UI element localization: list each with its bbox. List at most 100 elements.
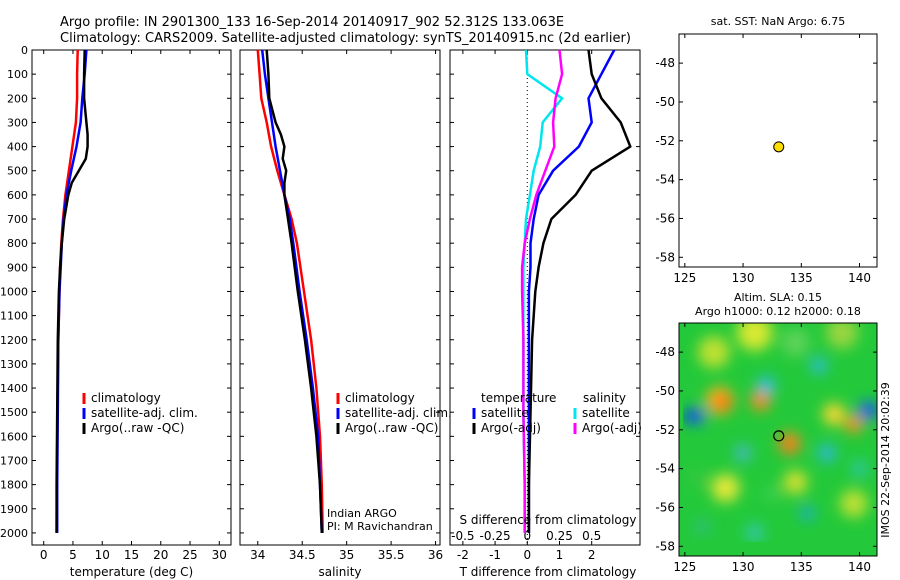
sla-anomaly-blob <box>736 323 773 351</box>
salinity-xtick-label: 35 <box>339 548 354 562</box>
sla-anomaly-blob <box>839 489 868 518</box>
sal-diff-xtick-label: 0.25 <box>546 529 573 543</box>
lon-tick-label: 125 <box>673 271 696 285</box>
legend-label: satellite <box>481 406 529 420</box>
sla-map-title-1: Altim. SLA: 0.15 <box>734 291 822 304</box>
depth-tick-label: 700 <box>7 213 28 226</box>
legend-label: Argo(-adj) <box>481 421 541 435</box>
sla-anomaly-blob <box>735 445 752 462</box>
lat-tick-label: -52 <box>655 134 675 148</box>
imos-timestamp-label: IMOS 22-Sep-2014 20:02:39 <box>879 382 892 537</box>
salinity-xtick-label: 34.5 <box>289 548 316 562</box>
depth-tick-label: 1800 <box>0 479 28 492</box>
legend-label: satellite-adj. clim. <box>91 406 198 420</box>
legend-label: climatology <box>91 391 161 405</box>
lat-tick-label: -48 <box>655 345 675 359</box>
temp-diff-xtick-label: 0 <box>523 548 531 562</box>
temp-diff-xtick-label: 1 <box>556 548 564 562</box>
sla-anomaly-blob <box>851 460 868 477</box>
header-line-2: Climatology: CARS2009. Satellite-adjuste… <box>60 31 631 46</box>
sla-anomaly-blob <box>781 328 810 357</box>
depth-tick-label: 0 <box>21 44 28 57</box>
sla-anomaly-blob <box>784 440 795 451</box>
sla-anomaly-blob <box>868 405 877 416</box>
sla-anomaly-blob <box>826 323 859 349</box>
temperature-panel: 0100200300400500600700800900100011001200… <box>0 44 232 579</box>
sla-anomaly-blob <box>817 444 836 463</box>
depth-tick-label: 100 <box>7 68 28 81</box>
series-1-2-line <box>265 49 324 533</box>
depth-tick-label: 200 <box>7 92 28 105</box>
lon-tick-label: 135 <box>790 271 813 285</box>
lat-tick-label: -54 <box>655 173 675 187</box>
difference-panel: -2 -1 0 1 2 -0.5 -0.25 0 0.25 0.5 temperature salin… <box>449 49 642 579</box>
sla-anomaly-blob <box>750 390 771 411</box>
depth-tick-label: 400 <box>7 141 28 154</box>
temperature-xtick-label: 10 <box>95 548 110 562</box>
sla-anomaly-blob <box>757 376 776 395</box>
lon-tick-label: 130 <box>732 271 755 285</box>
sst-map-title: sat. SST: NaN Argo: 6.75 <box>711 15 845 28</box>
depth-tick-label: 800 <box>7 237 28 250</box>
legend-label: satellite <box>582 406 630 420</box>
salinity-panel: 34 34.5 35 35.5 36 climatologysatellite-adj. … <box>239 49 452 579</box>
lat-tick-label: -58 <box>655 250 675 264</box>
depth-tick-label: 2000 <box>0 527 28 540</box>
temp-diff-xtick-label: 2 <box>588 548 596 562</box>
sla-anomaly-blob <box>764 485 781 502</box>
depth-tick-label: 1500 <box>0 406 28 419</box>
sla-anomaly-blob <box>687 469 706 488</box>
lat-tick-label: -52 <box>655 423 675 437</box>
sla-anomaly-blob <box>783 470 808 495</box>
sla-anomaly-blob <box>800 506 815 521</box>
sla-anomaly-blob <box>822 403 845 426</box>
series-2-3-line <box>520 49 564 533</box>
legend-label: Argo(..raw -QC) <box>91 421 184 435</box>
depth-tick-label: 1100 <box>0 310 28 323</box>
lon-tick-label: 125 <box>673 560 696 574</box>
series-1-1-line <box>260 49 324 533</box>
legend-label: Argo(..raw -QC) <box>345 421 438 435</box>
temperature-xtick-label: 15 <box>124 548 139 562</box>
float-location-marker <box>773 141 785 153</box>
temperature-frame <box>31 49 232 546</box>
lon-tick-label: 130 <box>732 560 755 574</box>
legend-label: satellite-adj. clim. <box>345 406 452 420</box>
series-2-0-line <box>527 49 616 533</box>
temperature-xtick-label: 0 <box>40 548 48 562</box>
lat-tick-label: -56 <box>655 500 675 514</box>
lon-tick-label: 140 <box>848 271 871 285</box>
salinity-frame <box>239 49 441 546</box>
temperature-xtick-label: 20 <box>153 548 168 562</box>
series-1-0-line <box>256 49 324 533</box>
float-location-marker <box>773 430 785 442</box>
depth-tick-label: 1000 <box>0 285 28 298</box>
lat-tick-label: -56 <box>655 211 675 225</box>
sal-diff-xtick-label: -0.25 <box>480 529 511 543</box>
sla-map-panel: 125 130 135 140 -48 -50 -52 -54 -56 -58 Altim. SLA… <box>655 291 892 574</box>
sla-anomaly-blob <box>683 410 696 423</box>
sst-map-panel: 125 130 135 140 -48 -50 -52 -54 -56 -58 sat. SST: … <box>655 15 878 285</box>
depth-tick-label: 1400 <box>0 382 28 395</box>
sla-anomaly-blob <box>844 414 863 433</box>
sla-anomaly-blob <box>810 357 827 374</box>
sla-map-frame <box>678 322 878 557</box>
temperature-xtick-label: 30 <box>212 548 227 562</box>
depth-tick-label: 500 <box>7 165 28 178</box>
depth-tick-label: 900 <box>7 261 28 274</box>
depth-tick-label: 1600 <box>0 430 28 443</box>
sla-anomaly-blob <box>694 518 711 535</box>
depth-tick-label: 1900 <box>0 503 28 516</box>
sal-diff-xtick-label: 0.5 <box>582 529 601 543</box>
lon-tick-label: 135 <box>790 560 813 574</box>
sla-anomaly-blob <box>745 523 764 542</box>
sla-anomaly-blob <box>711 474 740 503</box>
depth-tick-label: 600 <box>7 189 28 202</box>
lat-tick-label: -50 <box>655 95 675 109</box>
depth-tick-label: 300 <box>7 116 28 129</box>
lat-tick-label: -50 <box>655 384 675 398</box>
depth-tick-label: 1300 <box>0 358 28 371</box>
temp-diff-xtick-label: -2 <box>457 548 469 562</box>
float-program-label: Indian ARGO <box>327 507 397 520</box>
